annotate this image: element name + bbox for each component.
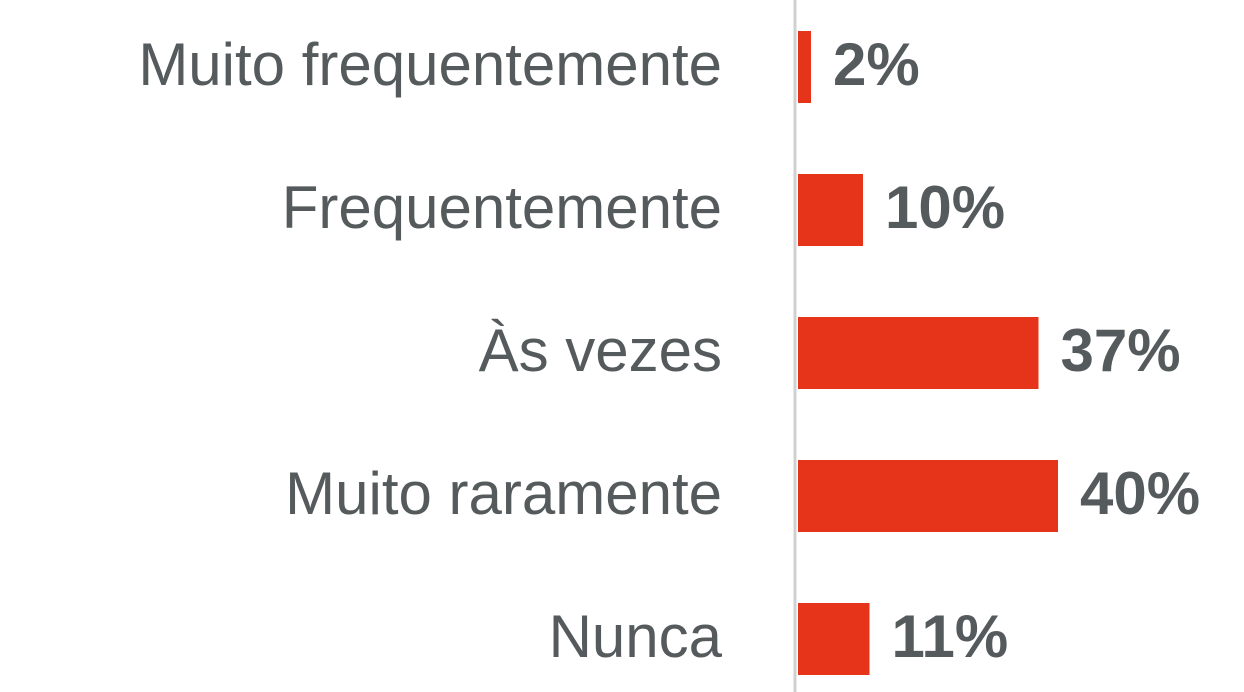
category-label: Nunca xyxy=(549,603,723,670)
value-label: 10% xyxy=(885,174,1005,241)
value-label: 37% xyxy=(1061,317,1181,384)
bar xyxy=(798,603,870,675)
category-label: Muito frequentemente xyxy=(138,31,722,98)
bar xyxy=(798,174,863,246)
value-label: 2% xyxy=(833,31,920,98)
bar xyxy=(798,31,811,103)
bar xyxy=(798,460,1058,532)
category-label: Às vezes xyxy=(479,317,722,384)
value-label: 11% xyxy=(892,603,1009,670)
bar xyxy=(798,317,1039,389)
value-label: 40% xyxy=(1080,460,1200,527)
category-label: Muito raramente xyxy=(285,460,722,527)
category-label: Frequentemente xyxy=(282,174,722,241)
